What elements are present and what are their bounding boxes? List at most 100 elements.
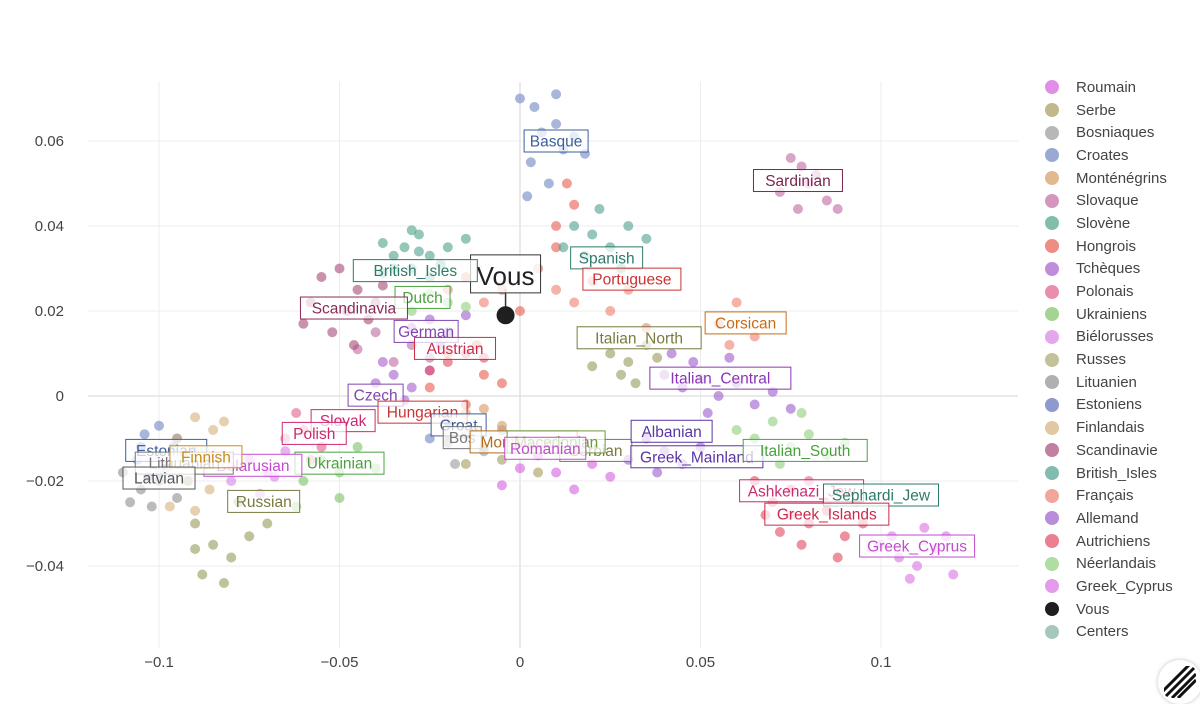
legend-marker	[1045, 307, 1059, 322]
label-box	[764, 502, 890, 526]
legend-item-bi-lorusses[interactable]: Biélorusses	[1038, 326, 1198, 349]
point-slovaque	[388, 357, 399, 367]
label-text: Spanish	[579, 250, 635, 267]
point-russes	[208, 539, 219, 550]
point-allemand	[702, 408, 713, 418]
legend-item-russes[interactable]: Russes	[1038, 348, 1198, 371]
legend-item-n-erlandais[interactable]: Néerlandais	[1038, 552, 1198, 575]
label-text: British_Isles	[374, 263, 458, 280]
corner-logo	[1158, 660, 1200, 704]
point-allemand	[666, 348, 677, 359]
point-autrichiens	[424, 365, 435, 376]
point-russes	[190, 518, 201, 529]
point-allemand	[652, 467, 663, 478]
label-text: German	[398, 324, 454, 341]
point-slov-ne	[399, 242, 410, 253]
legend-label: Néerlandais	[1076, 555, 1157, 573]
label-text: Corsican	[715, 315, 776, 332]
point-allemand	[460, 310, 471, 321]
legend-item-roumain[interactable]: Roumain	[1038, 76, 1198, 99]
label-ukrainian: Ukrainian	[294, 451, 385, 475]
legend-item-polonais[interactable]: Polonais	[1038, 280, 1198, 303]
label-polish: Polish	[281, 421, 347, 445]
legend-item-vous[interactable]: Vous	[1038, 598, 1198, 621]
label-british-isles: British_Isles	[352, 259, 478, 283]
point-finlandais	[190, 505, 201, 516]
legend-label: Slovène	[1076, 214, 1131, 232]
point-british-isles	[413, 246, 424, 257]
legend-item-hongrois[interactable]: Hongrois	[1038, 235, 1198, 258]
point-scandinavie	[327, 327, 338, 338]
x-tick-label: 0.1	[871, 654, 892, 671]
point-russes	[630, 378, 641, 389]
point-n-erlandais	[767, 416, 778, 427]
label-box	[582, 267, 682, 291]
point-russes	[605, 348, 616, 359]
label-box	[281, 421, 347, 445]
legend: Roumain Serbe Bosniaques Croates Monténégrin…	[1038, 76, 1198, 643]
point-british-isles	[558, 242, 569, 253]
legend-item-lituanien[interactable]: Lituanien	[1038, 371, 1198, 394]
y-tick-label: 0	[56, 388, 64, 405]
legend-item-slov-ne[interactable]: Slovène	[1038, 212, 1198, 235]
legend-item-serbe[interactable]: Serbe	[1038, 99, 1198, 122]
point-serbe	[460, 459, 471, 469]
point-fran-ais	[551, 284, 562, 295]
legend-item-estoniens[interactable]: Estoniens	[1038, 394, 1198, 417]
legend-item-british-isles[interactable]: British_Isles	[1038, 462, 1198, 485]
legend-item-mont-n-grins[interactable]: Monténégrins	[1038, 167, 1198, 190]
label-box	[414, 336, 497, 360]
point-roumain	[605, 471, 616, 482]
legend-item-bosniaques[interactable]: Bosniaques	[1038, 121, 1198, 144]
legend-label: Russes	[1076, 351, 1127, 369]
point-serbe	[533, 467, 544, 478]
x-tick-label: 0.05	[686, 654, 715, 671]
point-scandinavie	[352, 284, 363, 295]
point-british-isles	[623, 221, 634, 231]
point-russes	[262, 518, 273, 529]
legend-item-scandinavie[interactable]: Scandinavie	[1038, 439, 1198, 462]
point-finlandais	[208, 425, 219, 435]
point-russes	[218, 578, 229, 588]
label-box	[523, 129, 589, 153]
point-mont-n-grins	[478, 403, 489, 414]
label-austrian: Austrian	[414, 336, 497, 360]
legend-item-greek-cyprus[interactable]: Greek_Cyprus	[1038, 575, 1198, 598]
x-axis-ticks: −0.1 −0.05 0 0.05 0.1	[144, 654, 891, 671]
point-fran-ais	[478, 297, 489, 308]
legend-marker	[1045, 103, 1059, 118]
legend-item-ukrainiens[interactable]: Ukrainiens	[1038, 303, 1198, 326]
y-tick-label: 0.04	[35, 218, 64, 235]
legend-item-slovaque[interactable]: Slovaque	[1038, 189, 1198, 212]
y-tick-label: −0.04	[26, 558, 64, 575]
point-lituanien	[125, 497, 136, 508]
label-box	[299, 296, 408, 320]
point-scandinavie	[348, 340, 359, 350]
point-greek-cyprus	[912, 561, 923, 571]
label-text: Finnish	[181, 449, 231, 466]
point-british-isles	[388, 250, 399, 261]
legend-label: Hongrois	[1076, 237, 1137, 255]
label-box	[859, 534, 976, 558]
legend-item-fran-ais[interactable]: Français	[1038, 484, 1198, 507]
point-russes	[652, 352, 663, 363]
point-hongrois	[496, 378, 507, 389]
point-allemand	[713, 391, 724, 401]
point-slovaque	[832, 204, 843, 214]
legend-item-allemand[interactable]: Allemand	[1038, 507, 1198, 530]
label-box	[576, 326, 702, 350]
legend-item-tch-ques[interactable]: Tchèques	[1038, 258, 1198, 281]
legend-item-centers[interactable]: Centers	[1038, 621, 1198, 644]
label-text: Albanian	[641, 424, 701, 441]
legend-item-croates[interactable]: Croates	[1038, 144, 1198, 167]
legend-label: Centers	[1076, 623, 1129, 641]
label-text: Dutch	[402, 290, 443, 307]
legend-item-autrichiens[interactable]: Autrichiens	[1038, 530, 1198, 553]
label-text: Romanian	[510, 441, 581, 458]
point-tch-ques	[406, 382, 417, 393]
label-sephardi-jew: Sephardi_Jew	[823, 483, 939, 507]
legend-item-finlandais[interactable]: Finlandais	[1038, 416, 1198, 439]
label-text: Scandinavia	[312, 301, 397, 318]
legend-marker	[1045, 443, 1059, 458]
point-autrichiens	[774, 527, 785, 537]
